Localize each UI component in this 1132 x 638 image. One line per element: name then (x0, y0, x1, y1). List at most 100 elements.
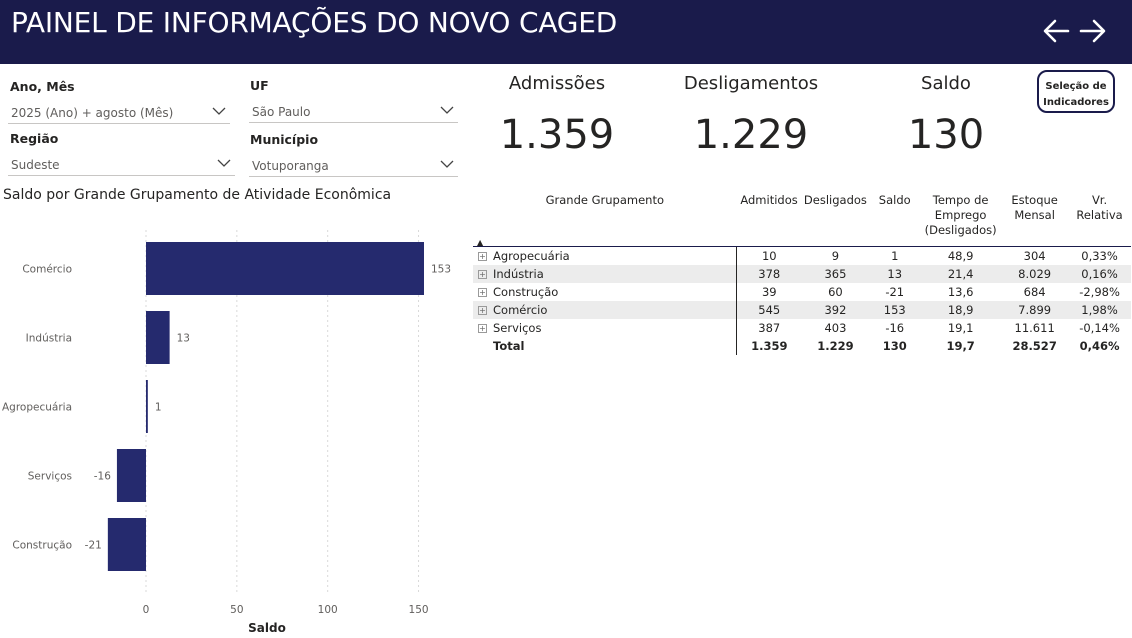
cell: -2,98% (1079, 285, 1120, 299)
cell: 13,6 (947, 285, 974, 299)
col-header-grupamento[interactable]: Grande Grupamento (545, 193, 664, 207)
cell: 21,4 (920, 265, 1002, 283)
arrow-right-icon[interactable] (1078, 14, 1108, 48)
col-header-vr-relativa[interactable]: Vr. Relativa (1076, 193, 1123, 222)
col-header-saldo[interactable]: Saldo (878, 193, 911, 207)
cell: -21 (885, 285, 905, 299)
y-category-label: Serviços (28, 471, 72, 483)
cell: 18,9 (920, 301, 1002, 319)
ano-mes-dropdown[interactable]: 2025 (Ano) + agosto (Mês) (8, 99, 230, 124)
total-label: Total (493, 339, 525, 353)
cell: 7.899 (1001, 301, 1069, 319)
cell: 11.611 (1014, 321, 1055, 335)
cell: 19,1 (947, 321, 974, 335)
cell: 365 (801, 265, 870, 283)
regiao-label: Região (10, 131, 59, 146)
cell: 403 (824, 321, 847, 335)
cell: 39 (736, 283, 802, 301)
cell: 1.229 (817, 339, 854, 353)
expand-icon[interactable]: + (478, 306, 487, 315)
cell: 19,7 (946, 339, 975, 353)
y-category-label: Comércio (22, 264, 72, 276)
row-name: Serviços (493, 321, 542, 335)
cell: 1,98% (1068, 301, 1131, 319)
x-tick-label: 50 (230, 604, 243, 616)
chevron-down-icon (440, 160, 454, 168)
page-title: PAINEL DE INFORMAÇÕES DO NOVO CAGED (11, 6, 618, 39)
cell: 304 (1023, 249, 1046, 263)
saldo-bar-chart: 0 50 100 150 Comércio 153 Indústria 13 Agropecuá… (2, 230, 451, 635)
chevron-down-icon (212, 107, 226, 115)
saldo-value: 130 (907, 112, 985, 158)
regiao-value: Sudeste (11, 158, 60, 172)
cell: 8.029 (1001, 265, 1069, 283)
cell: 1 (891, 249, 899, 263)
selecao-line1: Seleção de (1045, 81, 1107, 92)
data-label: -16 (94, 471, 111, 483)
data-label: 153 (431, 264, 451, 276)
cell: 387 (736, 319, 802, 337)
selecao-indicadores-button[interactable]: Seleção de Indicadores (1037, 70, 1115, 113)
col-header-tempo-emprego[interactable]: Tempo de Emprego (Desligados) (924, 193, 997, 237)
uf-dropdown[interactable]: São Paulo (249, 98, 458, 123)
row-name: Construção (493, 285, 559, 299)
data-matrix: Grande Grupamento Admitidos Desligados S… (473, 193, 1131, 355)
cell: 9 (831, 249, 840, 263)
cell: 10 (736, 247, 802, 265)
regiao-dropdown[interactable]: Sudeste (8, 151, 235, 176)
cell: 378 (736, 265, 802, 283)
y-category-label: Indústria (26, 333, 72, 345)
table-row[interactable]: + Serviços 387 403 -16 19,1 11.611 -0,14% (473, 319, 1131, 337)
desligamentos-value: 1.229 (693, 112, 809, 158)
cell: 684 (1023, 285, 1046, 299)
sort-ascending-icon[interactable]: ▲ (477, 238, 484, 247)
cell: 392 (801, 301, 870, 319)
expand-icon[interactable]: + (478, 288, 487, 297)
data-label: 13 (177, 333, 190, 345)
cell: 13 (869, 265, 921, 283)
cell: 545 (736, 301, 802, 319)
col-header-estoque[interactable]: Estoque Mensal (1011, 193, 1058, 222)
municipio-value: Votuporanga (252, 159, 329, 173)
x-axis-title: Saldo (248, 621, 286, 635)
table-row[interactable]: + Agropecuária 10 9 1 48,9 304 0,33% (473, 247, 1131, 265)
table-row[interactable]: + Comércio 545 392 153 18,9 7.899 1,98% (473, 301, 1131, 319)
selecao-line2: Indicadores (1043, 97, 1109, 108)
expand-icon[interactable]: + (478, 252, 487, 261)
uf-value: São Paulo (252, 105, 311, 119)
x-tick-label: 100 (318, 604, 338, 616)
uf-label: UF (250, 78, 269, 93)
ano-mes-label: Ano, Mês (10, 79, 75, 94)
expand-icon[interactable]: + (478, 324, 487, 333)
col-header-admitidos[interactable]: Admitidos (740, 193, 798, 207)
admissoes-label: Admissões (508, 73, 606, 94)
cell: 0,46% (1079, 339, 1120, 353)
saldo-label: Saldo (921, 73, 971, 94)
desligamentos-label: Desligamentos (683, 73, 819, 94)
row-name: Agropecuária (493, 249, 570, 263)
x-tick-label: 0 (143, 604, 150, 616)
cell: 0,33% (1081, 249, 1118, 263)
col-header-desligados[interactable]: Desligados (803, 193, 867, 207)
ano-mes-value: 2025 (Ano) + agosto (Mês) (11, 106, 174, 120)
table-row[interactable]: + Construção 39 60 -21 13,6 684 -2,98% (473, 283, 1131, 301)
y-category-label: Agropecuária (2, 402, 72, 414)
expand-icon[interactable]: + (478, 270, 487, 279)
cell: 1.359 (736, 337, 802, 355)
row-name: Comércio (493, 303, 548, 317)
chevron-down-icon (440, 106, 454, 114)
bar-1 (146, 311, 170, 364)
cell: 28.527 (1012, 339, 1057, 353)
chart-title: Saldo por Grande Grupamento de Atividade… (3, 187, 392, 203)
admissoes-value: 1.359 (499, 112, 615, 158)
bar-4 (107, 518, 146, 571)
municipio-dropdown[interactable]: Votuporanga (249, 152, 458, 177)
cell: -16 (885, 321, 905, 335)
municipio-label: Município (250, 132, 319, 147)
row-name: Indústria (493, 267, 544, 281)
header-bar: PAINEL DE INFORMAÇÕES DO NOVO CAGED (0, 0, 1132, 64)
bar-2 (146, 380, 148, 433)
bar-3 (116, 449, 146, 502)
arrow-left-icon[interactable] (1041, 14, 1071, 48)
table-row[interactable]: + Indústria 378 365 13 21,4 8.029 0,16% (473, 265, 1131, 283)
